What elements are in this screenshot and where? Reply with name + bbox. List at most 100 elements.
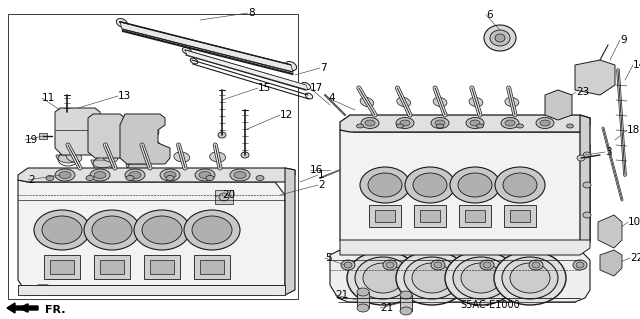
Bar	[459, 205, 491, 227]
Ellipse shape	[365, 120, 375, 126]
Ellipse shape	[405, 167, 455, 203]
Ellipse shape	[301, 82, 310, 90]
Ellipse shape	[506, 246, 515, 250]
Bar	[215, 190, 233, 204]
Polygon shape	[91, 160, 115, 168]
Ellipse shape	[400, 291, 412, 299]
Ellipse shape	[516, 124, 524, 128]
Text: 12: 12	[280, 110, 293, 120]
Ellipse shape	[445, 251, 517, 305]
Ellipse shape	[116, 19, 127, 27]
Text: 8: 8	[248, 8, 255, 18]
Ellipse shape	[397, 97, 411, 107]
Ellipse shape	[344, 262, 352, 268]
Text: 22: 22	[630, 253, 640, 263]
Ellipse shape	[505, 120, 515, 126]
Text: 21: 21	[380, 303, 393, 313]
Polygon shape	[598, 215, 622, 248]
Ellipse shape	[458, 173, 492, 197]
Ellipse shape	[433, 97, 447, 107]
Ellipse shape	[84, 210, 140, 250]
Ellipse shape	[583, 152, 591, 158]
Ellipse shape	[77, 124, 93, 140]
Ellipse shape	[532, 262, 540, 268]
Ellipse shape	[550, 99, 566, 111]
Ellipse shape	[102, 152, 118, 162]
Ellipse shape	[436, 124, 444, 128]
Ellipse shape	[357, 288, 369, 296]
Ellipse shape	[195, 169, 215, 181]
Polygon shape	[18, 168, 295, 182]
Ellipse shape	[66, 128, 74, 136]
Ellipse shape	[412, 263, 452, 293]
Ellipse shape	[97, 119, 109, 129]
Polygon shape	[185, 50, 308, 90]
Polygon shape	[575, 60, 615, 95]
Ellipse shape	[494, 251, 566, 305]
Ellipse shape	[145, 140, 161, 156]
Polygon shape	[545, 90, 572, 120]
Text: 7: 7	[320, 63, 326, 73]
Ellipse shape	[361, 117, 379, 129]
Bar	[510, 210, 530, 222]
Polygon shape	[120, 114, 170, 164]
Ellipse shape	[79, 110, 91, 120]
Ellipse shape	[406, 246, 415, 250]
Ellipse shape	[400, 120, 410, 126]
Ellipse shape	[529, 260, 543, 270]
Bar	[465, 210, 485, 222]
Text: 15: 15	[258, 83, 271, 93]
Ellipse shape	[54, 289, 66, 295]
Ellipse shape	[180, 287, 190, 293]
Ellipse shape	[355, 257, 411, 299]
Polygon shape	[340, 115, 590, 132]
Ellipse shape	[386, 262, 394, 268]
Ellipse shape	[490, 30, 510, 46]
Ellipse shape	[46, 175, 54, 181]
Ellipse shape	[92, 216, 132, 244]
Bar	[375, 210, 395, 222]
Ellipse shape	[483, 262, 491, 268]
Ellipse shape	[469, 97, 483, 107]
Bar	[8, 14, 298, 299]
Ellipse shape	[90, 169, 110, 181]
Polygon shape	[580, 115, 590, 250]
Ellipse shape	[453, 257, 509, 299]
Ellipse shape	[204, 289, 216, 295]
Ellipse shape	[256, 175, 264, 181]
Ellipse shape	[95, 132, 111, 148]
Bar	[400, 295, 412, 311]
Polygon shape	[88, 114, 133, 158]
Ellipse shape	[556, 246, 564, 250]
Ellipse shape	[110, 132, 126, 148]
Ellipse shape	[466, 117, 484, 129]
Ellipse shape	[62, 124, 78, 140]
Ellipse shape	[112, 119, 124, 129]
Ellipse shape	[34, 210, 90, 250]
Ellipse shape	[59, 172, 71, 179]
Ellipse shape	[42, 216, 82, 244]
Text: 19: 19	[25, 135, 38, 145]
Text: 1: 1	[318, 170, 324, 180]
Text: 2: 2	[28, 175, 35, 185]
Ellipse shape	[435, 120, 445, 126]
Polygon shape	[18, 285, 285, 295]
Ellipse shape	[190, 58, 198, 64]
Bar	[357, 292, 369, 308]
Ellipse shape	[184, 210, 240, 250]
Ellipse shape	[254, 289, 266, 295]
Ellipse shape	[400, 307, 412, 315]
Text: 23: 23	[576, 87, 589, 97]
Text: 21: 21	[335, 290, 348, 300]
Text: 18: 18	[627, 125, 640, 135]
Ellipse shape	[142, 216, 182, 244]
Ellipse shape	[166, 175, 174, 181]
Ellipse shape	[210, 152, 225, 162]
Ellipse shape	[149, 144, 157, 152]
Ellipse shape	[566, 124, 573, 128]
Bar	[369, 205, 401, 227]
Ellipse shape	[585, 70, 605, 86]
Ellipse shape	[450, 167, 500, 203]
Ellipse shape	[536, 117, 554, 129]
Polygon shape	[55, 108, 100, 155]
